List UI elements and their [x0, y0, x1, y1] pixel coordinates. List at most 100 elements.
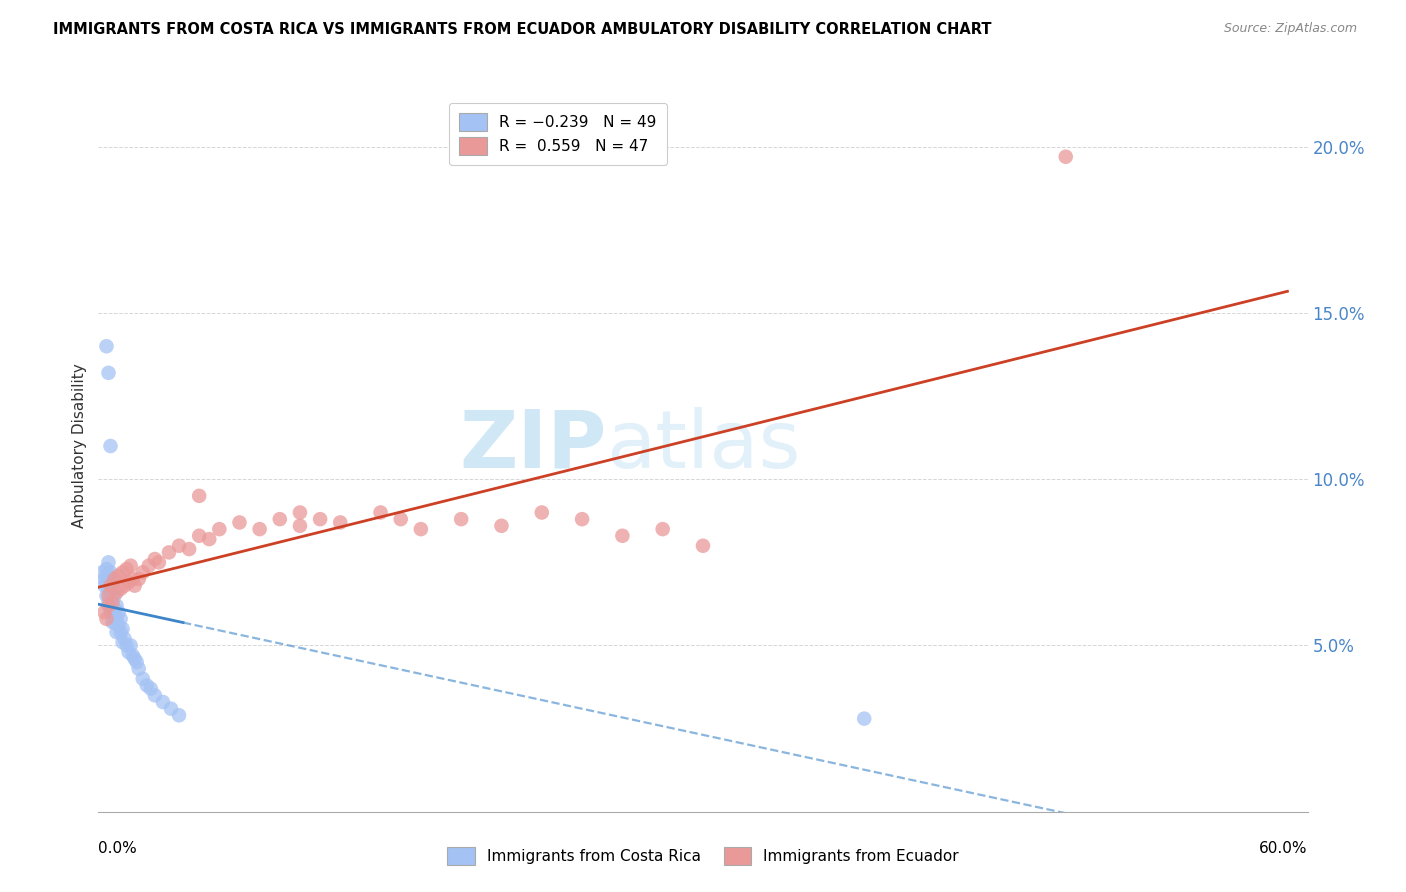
Point — [269, 512, 291, 526]
Point — [107, 568, 129, 582]
Point — [125, 655, 148, 669]
Point — [160, 701, 183, 715]
Point — [97, 595, 120, 609]
Point — [100, 439, 122, 453]
Point — [135, 678, 157, 692]
Point — [121, 572, 143, 586]
Point — [115, 562, 138, 576]
Point — [105, 585, 128, 599]
Point — [97, 568, 120, 582]
Point — [114, 579, 136, 593]
Point — [692, 539, 714, 553]
Point — [96, 562, 118, 576]
Point — [110, 612, 132, 626]
Point — [132, 566, 155, 580]
Point — [143, 689, 166, 703]
Point — [101, 602, 124, 616]
Point — [100, 591, 122, 606]
Text: 0.0%: 0.0% — [98, 841, 138, 856]
Point — [491, 518, 513, 533]
Point — [115, 639, 138, 653]
Point — [103, 602, 125, 616]
Y-axis label: Ambulatory Disability: Ambulatory Disability — [72, 364, 87, 528]
Point — [143, 552, 166, 566]
Point — [188, 489, 211, 503]
Point — [100, 605, 122, 619]
Point — [370, 506, 392, 520]
Point — [101, 575, 124, 590]
Point — [329, 516, 352, 530]
Point — [309, 512, 332, 526]
Point — [409, 522, 432, 536]
Point — [105, 599, 128, 613]
Point — [288, 506, 311, 520]
Point — [128, 572, 150, 586]
Point — [105, 612, 128, 626]
Point — [651, 522, 673, 536]
Point — [111, 622, 134, 636]
Point — [124, 579, 146, 593]
Point — [138, 558, 160, 573]
Point — [100, 579, 122, 593]
Point — [103, 589, 125, 603]
Point — [167, 539, 190, 553]
Point — [120, 639, 142, 653]
Point — [118, 575, 141, 590]
Point — [93, 605, 115, 619]
Point — [97, 582, 120, 596]
Text: Source: ZipAtlas.com: Source: ZipAtlas.com — [1223, 22, 1357, 36]
Point — [107, 605, 129, 619]
Point — [853, 712, 876, 726]
Legend: Immigrants from Costa Rica, Immigrants from Ecuador: Immigrants from Costa Rica, Immigrants f… — [441, 841, 965, 871]
Point — [571, 512, 593, 526]
Point — [114, 632, 136, 646]
Point — [93, 572, 115, 586]
Text: atlas: atlas — [606, 407, 800, 485]
Point — [96, 589, 118, 603]
Legend: R = −0.239   N = 49, R =  0.559   N = 47: R = −0.239 N = 49, R = 0.559 N = 47 — [449, 103, 666, 165]
Point — [1054, 150, 1077, 164]
Point — [101, 589, 124, 603]
Point — [530, 506, 553, 520]
Point — [152, 695, 174, 709]
Point — [96, 612, 118, 626]
Point — [110, 582, 132, 596]
Point — [139, 681, 162, 696]
Point — [249, 522, 271, 536]
Point — [389, 512, 412, 526]
Point — [124, 652, 146, 666]
Point — [612, 529, 634, 543]
Point — [128, 662, 150, 676]
Point — [450, 512, 472, 526]
Point — [111, 566, 134, 580]
Point — [157, 545, 180, 559]
Point — [97, 589, 120, 603]
Point — [97, 366, 120, 380]
Point — [100, 566, 122, 580]
Point — [93, 579, 115, 593]
Point — [111, 635, 134, 649]
Point — [96, 575, 118, 590]
Point — [107, 618, 129, 632]
Point — [110, 625, 132, 640]
Point — [167, 708, 190, 723]
Point — [103, 615, 125, 630]
Point — [103, 572, 125, 586]
Point — [288, 518, 311, 533]
Text: IMMIGRANTS FROM COSTA RICA VS IMMIGRANTS FROM ECUADOR AMBULATORY DISABILITY CORR: IMMIGRANTS FROM COSTA RICA VS IMMIGRANTS… — [53, 22, 991, 37]
Point — [96, 339, 118, 353]
Point — [148, 555, 170, 569]
Point — [97, 555, 120, 569]
Point — [101, 615, 124, 630]
Point — [228, 516, 250, 530]
Point — [100, 579, 122, 593]
Point — [198, 532, 221, 546]
Point — [120, 558, 142, 573]
Point — [97, 599, 120, 613]
Point — [188, 529, 211, 543]
Point — [101, 595, 124, 609]
Point — [91, 566, 114, 580]
Text: 60.0%: 60.0% — [1260, 841, 1308, 856]
Point — [118, 645, 141, 659]
Point — [179, 542, 201, 557]
